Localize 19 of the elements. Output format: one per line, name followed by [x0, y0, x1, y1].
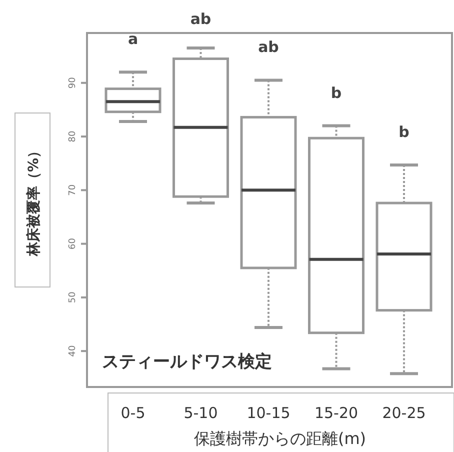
x-tick-label: 15-20 — [314, 404, 358, 422]
annotation: ab — [258, 38, 280, 56]
annotation: b — [330, 84, 342, 102]
y-tick-label: 40 — [68, 345, 78, 357]
x-tick-label: 5-10 — [184, 404, 218, 422]
text: ab — [190, 10, 212, 28]
x-axis-title: 保護樹帯からの距離(m) — [194, 429, 366, 448]
y-tick-label: 50 — [68, 291, 78, 304]
y-tick-label: 80 — [68, 130, 78, 142]
y-tick-label: 60 — [68, 238, 78, 250]
annotation: スティールドワス検定 — [102, 352, 272, 372]
annotation: a — [128, 30, 138, 48]
y-tick-label: 90 — [68, 76, 78, 89]
x-tick-label: 0-5 — [120, 404, 146, 422]
annotation: b — [398, 122, 410, 141]
y-axis-title: 林床被覆率（%） — [25, 144, 42, 258]
y-tick-label: 70 — [68, 184, 78, 196]
x-tick-label: 20-25 — [382, 404, 426, 422]
x-tick-label: 10-15 — [246, 404, 290, 422]
